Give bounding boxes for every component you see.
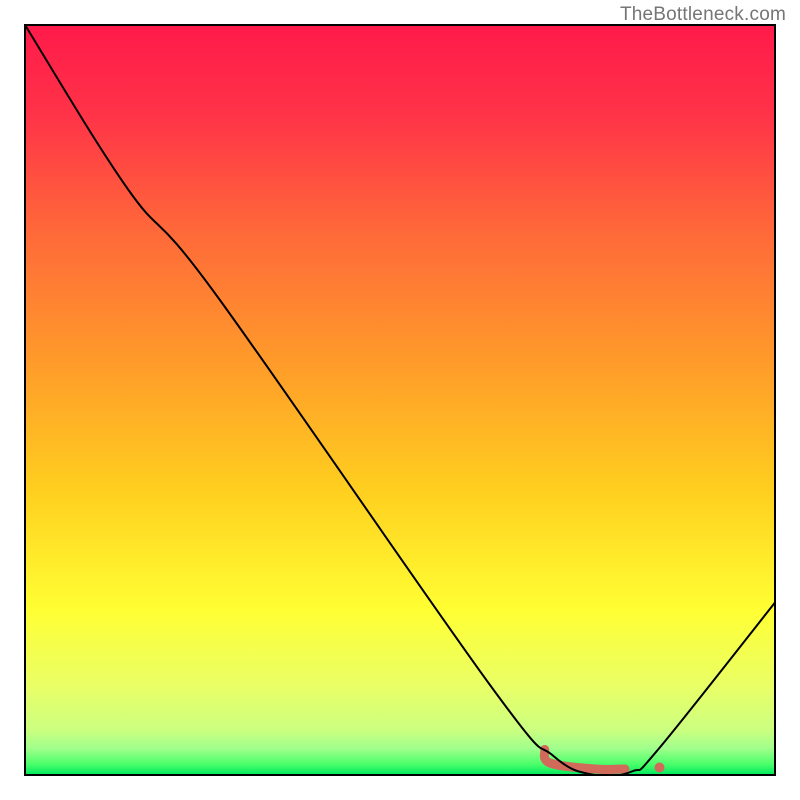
chart-container: TheBottleneck.com — [0, 0, 800, 800]
plot-area — [25, 25, 775, 776]
chart-svg — [0, 0, 800, 800]
gradient-background — [25, 25, 775, 775]
optimum-band-dots — [655, 763, 665, 773]
watermark-text: TheBottleneck.com — [620, 4, 786, 26]
